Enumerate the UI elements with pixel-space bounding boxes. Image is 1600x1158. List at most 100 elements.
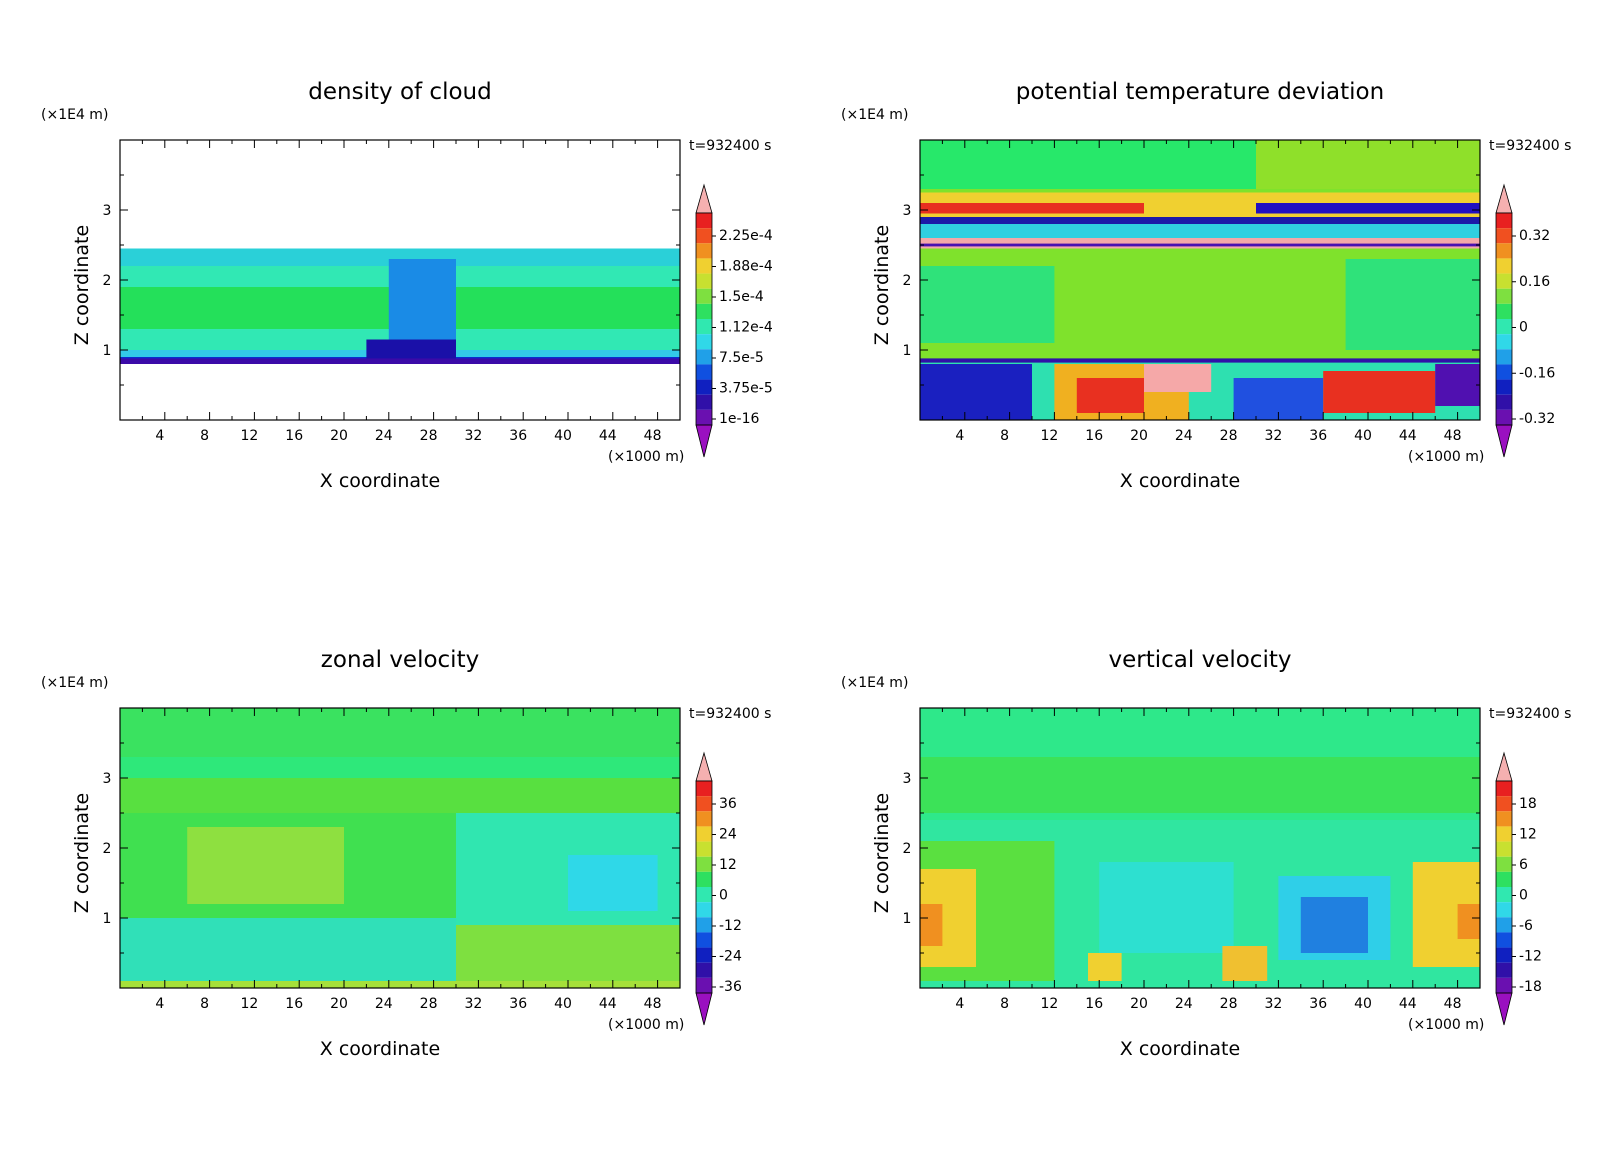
x-tick-label: 4 [155, 428, 164, 444]
x-tick-label: 16 [1085, 428, 1103, 444]
contour-band [1457, 904, 1480, 939]
x-tick-label: 24 [1175, 996, 1193, 1012]
panel-4: vertical velocity(×1E4 m)t=932400 s4 8 12 1… [841, 647, 1571, 1060]
x-tick-label: 16 [285, 428, 303, 444]
colorbar-label: -36 [719, 979, 742, 995]
x-tick-label: 20 [1130, 428, 1148, 444]
y-tick-label: 3 [903, 771, 912, 787]
x-tick-label: 8 [1000, 428, 1009, 444]
colorbar-segment [1496, 887, 1512, 903]
y-tick-label: 1 [103, 343, 112, 359]
x-tick-label: 48 [1444, 428, 1462, 444]
x-tick-label: 40 [554, 996, 572, 1012]
colorbar-label: -12 [719, 918, 742, 934]
contour-band [568, 855, 658, 911]
contour-band [388, 259, 456, 350]
y-tick-label: 2 [903, 841, 912, 857]
chart-title: density of cloud [308, 79, 491, 105]
colorbar-segment [696, 379, 712, 395]
colorbar-under-arrow [1495, 424, 1513, 458]
chart-title: potential temperature deviation [1016, 79, 1384, 105]
panel-1: density of cloud(×1E4 m)t=932400 s4 8 12 16… [41, 79, 773, 492]
colorbar-label: -0.16 [1519, 365, 1555, 381]
colorbar-segment [696, 394, 712, 410]
contour-band [920, 217, 1480, 224]
colorbar-label: 6 [1519, 857, 1528, 873]
colorbar-segment [1496, 394, 1512, 410]
contour-band [456, 925, 680, 981]
contour-band [920, 266, 1055, 343]
chart-title: vertical velocity [1109, 647, 1292, 673]
x-tick-label: 4 [155, 996, 164, 1012]
x-tick-label: 20 [1130, 996, 1148, 1012]
colorbar-label: 0 [1519, 320, 1528, 336]
y-unit-label: (×1E4 m) [841, 675, 908, 691]
colorbar-label: -0.32 [1519, 411, 1555, 427]
x-tick-label: 28 [420, 428, 438, 444]
colorbar-label: 1e-16 [719, 411, 759, 427]
x-tick-label: 28 [1220, 428, 1238, 444]
colorbar-segment [1496, 409, 1512, 425]
colorbar-segment [1496, 962, 1512, 978]
x-tick-label: 24 [1175, 428, 1193, 444]
colorbar-segment [1496, 796, 1512, 812]
x-axis-label: X coordinate [1120, 470, 1240, 492]
y-unit-label: (×1E4 m) [841, 107, 908, 123]
colorbar-over-arrow [695, 751, 713, 782]
colorbar-label: 12 [719, 857, 737, 873]
colorbar-label: -24 [719, 949, 742, 965]
contour-band [120, 778, 680, 813]
contour-band [920, 243, 1480, 247]
colorbar-label: 0.32 [1519, 228, 1550, 244]
contour-band [920, 203, 1144, 214]
colorbar-over-arrow [1495, 183, 1513, 214]
x-tick-label: 40 [1354, 428, 1372, 444]
colorbar-frame [695, 780, 713, 994]
colorbar-segment [1496, 213, 1512, 229]
contour-band [1300, 897, 1368, 953]
colorbar-segment [696, 796, 712, 812]
colorbar-segment [696, 887, 712, 903]
colorbar-segment [696, 977, 712, 993]
y-unit-label: (×1E4 m) [41, 107, 108, 123]
colorbar: 18 12 6 0 -6 -12 -18 [1495, 751, 1542, 1026]
y-tick-label: 2 [103, 273, 112, 289]
colorbar-segment [1496, 811, 1512, 827]
x-tick-label: 48 [644, 428, 662, 444]
colorbar-label: 0.16 [1519, 274, 1550, 290]
colorbar-segment [696, 228, 712, 244]
colorbar-segment [696, 258, 712, 274]
contour-band [1076, 378, 1144, 413]
colorbar-segment [1496, 288, 1512, 304]
x-axis-label: X coordinate [1120, 1038, 1240, 1060]
colorbar-label: 2.25e-4 [719, 228, 773, 244]
y-tick-label: 1 [103, 911, 112, 927]
colorbar-segment [1496, 902, 1512, 918]
colorbar-segment [1496, 364, 1512, 380]
x-tick-label: 48 [1444, 996, 1462, 1012]
contour-band [1435, 364, 1480, 406]
x-unit-label: (×1000 m) [1408, 1017, 1484, 1033]
y-tick-label: 1 [903, 911, 912, 927]
x-tick-label: 32 [464, 996, 482, 1012]
colorbar-label: 12 [1519, 827, 1537, 843]
colorbar-segment [1496, 273, 1512, 289]
colorbar-label: 36 [719, 796, 737, 812]
x-tick-label: 4 [955, 428, 964, 444]
colorbar-segment [696, 811, 712, 827]
contour-fields [920, 140, 1480, 420]
x-unit-label: (×1000 m) [1408, 449, 1484, 465]
x-tick-label: 32 [1264, 996, 1282, 1012]
contour-band [120, 981, 680, 988]
colorbar-segment [696, 841, 712, 857]
colorbar-label: 1.5e-4 [719, 289, 764, 305]
colorbar-segment [696, 334, 712, 350]
colorbar-segment [1496, 856, 1512, 872]
x-tick-label: 20 [330, 428, 348, 444]
panel-3: zonal velocity(×1E4 m)t=932400 s4 8 12 16 20… [41, 647, 771, 1060]
colorbar-segment [1496, 349, 1512, 365]
x-tick-label: 36 [1309, 428, 1327, 444]
colorbar-under-arrow [695, 992, 713, 1026]
x-axis-label: X coordinate [320, 1038, 440, 1060]
y-tick-label: 3 [903, 203, 912, 219]
